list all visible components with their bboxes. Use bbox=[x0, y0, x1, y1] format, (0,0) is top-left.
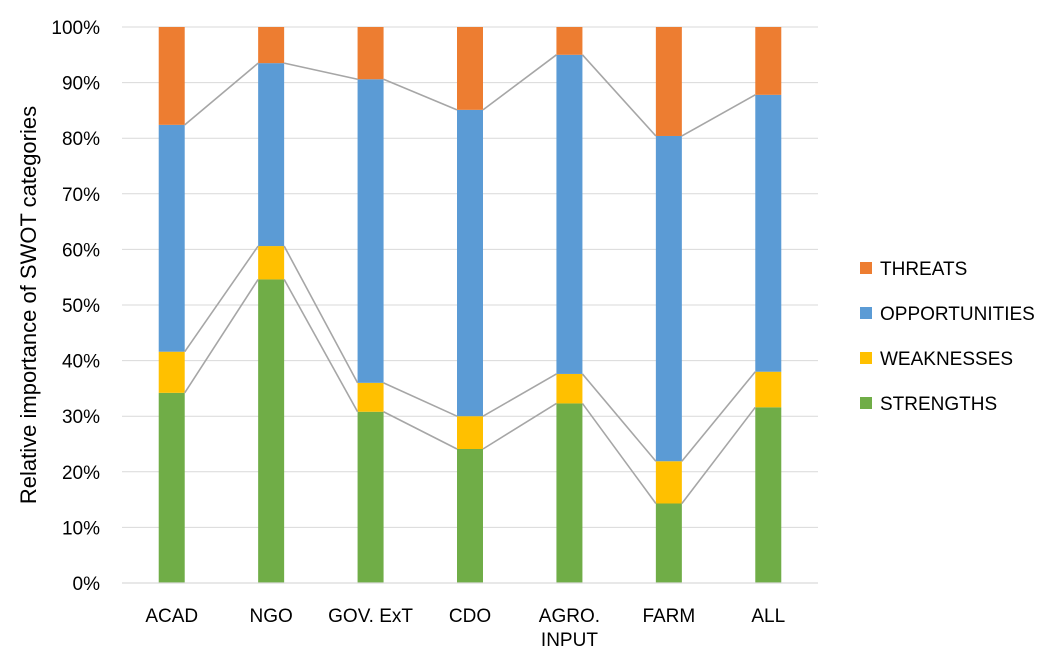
y-axis-title: Relative importance of SWOT categories bbox=[16, 106, 41, 504]
bar-segment-strengths bbox=[258, 279, 285, 583]
series-line bbox=[482, 54, 557, 111]
x-tick-label: ALL bbox=[751, 606, 785, 627]
x-tick-label: FARM bbox=[642, 606, 695, 627]
bar-segment-opportunities bbox=[655, 135, 682, 462]
y-tick-label: 10% bbox=[62, 518, 100, 539]
series-line bbox=[383, 411, 458, 450]
bar-segment-opportunities bbox=[556, 54, 583, 374]
bar-segment-strengths bbox=[457, 449, 483, 583]
y-tick-label: 0% bbox=[73, 574, 101, 595]
y-tick-label: 70% bbox=[62, 185, 100, 206]
series-line bbox=[383, 78, 458, 111]
y-tick-label: 90% bbox=[62, 74, 100, 95]
bar-segment-opportunities bbox=[755, 94, 782, 372]
series-line bbox=[283, 62, 358, 81]
bar-segment-opportunities bbox=[457, 109, 483, 417]
series-line bbox=[482, 373, 557, 417]
series-line bbox=[184, 245, 259, 353]
series-line bbox=[184, 278, 259, 394]
series-line bbox=[383, 382, 458, 417]
x-tick-label: ACAD bbox=[145, 606, 198, 627]
y-tick-label: 20% bbox=[62, 463, 100, 484]
bar-segment-opportunities bbox=[158, 124, 185, 352]
bar-segment-threats bbox=[457, 27, 483, 110]
bar-segment-weaknesses bbox=[655, 461, 682, 504]
y-tick-label: 100% bbox=[51, 18, 100, 39]
bar-segment-weaknesses bbox=[457, 416, 483, 450]
bar-segment-strengths bbox=[357, 411, 384, 583]
legend-label-strengths: STRENGTHS bbox=[880, 394, 997, 415]
series-line bbox=[581, 54, 657, 137]
x-tick-label: AGRO. INPUT bbox=[539, 606, 600, 651]
bar-segment-strengths bbox=[556, 403, 583, 583]
legend-label-threats: THREATS bbox=[880, 259, 967, 280]
series-line bbox=[681, 94, 756, 137]
bar-segment-strengths bbox=[158, 392, 185, 583]
x-tick-label: NGO bbox=[250, 606, 293, 627]
bar-segment-opportunities bbox=[357, 79, 384, 383]
legend-label-opportunities: OPPORTUNITIES bbox=[880, 304, 1035, 325]
y-tick-label: 50% bbox=[62, 296, 100, 317]
series-line bbox=[681, 406, 756, 504]
x-tick-label: GOV. ExT bbox=[328, 606, 413, 627]
bar-segment-weaknesses bbox=[158, 351, 185, 393]
y-tick-label: 60% bbox=[62, 240, 100, 261]
bar-segment-threats bbox=[655, 27, 682, 136]
bar-segment-threats bbox=[158, 27, 185, 125]
bar-segment-weaknesses bbox=[556, 373, 583, 404]
legend-label-weaknesses: WEAKNESSES bbox=[880, 349, 1013, 370]
legend-swatch-strengths bbox=[860, 397, 872, 409]
x-tick-label: CDO bbox=[449, 606, 491, 627]
legend-swatch-weaknesses bbox=[860, 352, 872, 364]
bar-segment-strengths bbox=[755, 407, 782, 583]
series-lines bbox=[184, 54, 756, 504]
series-line bbox=[283, 279, 359, 413]
legend-swatch-opportunities bbox=[860, 307, 872, 319]
bar-segment-opportunities bbox=[258, 63, 285, 247]
y-tick-label: 80% bbox=[62, 129, 100, 150]
bar-segment-threats bbox=[357, 27, 384, 80]
legend-swatch-threats bbox=[860, 262, 872, 274]
legend: THREATS OPPORTUNITIES WEAKNESSES STRENGTHS bbox=[860, 259, 1035, 415]
bar-segment-threats bbox=[556, 27, 583, 55]
y-axis-tick-labels: 0% 10% 20% 30% 40% 50% 60% 70% 80% 90% 100% bbox=[51, 18, 100, 595]
series-line bbox=[482, 402, 557, 450]
series-line bbox=[681, 371, 756, 462]
y-tick-label: 40% bbox=[62, 352, 100, 373]
bar-segment-weaknesses bbox=[258, 246, 285, 280]
bar-segment-threats bbox=[258, 27, 285, 64]
bar-segment-weaknesses bbox=[357, 382, 384, 412]
series-line bbox=[184, 62, 259, 126]
bar-segment-threats bbox=[755, 27, 782, 95]
bar-segment-strengths bbox=[655, 503, 682, 583]
bars bbox=[158, 27, 782, 583]
bar-segment-weaknesses bbox=[755, 371, 782, 408]
series-line bbox=[283, 245, 359, 384]
y-tick-label: 30% bbox=[62, 407, 100, 428]
series-line bbox=[581, 402, 657, 504]
x-axis-tick-labels: ACAD NGO GOV. ExT CDO AGRO. INPUT FARM ALL bbox=[145, 606, 785, 651]
series-line bbox=[581, 373, 657, 462]
